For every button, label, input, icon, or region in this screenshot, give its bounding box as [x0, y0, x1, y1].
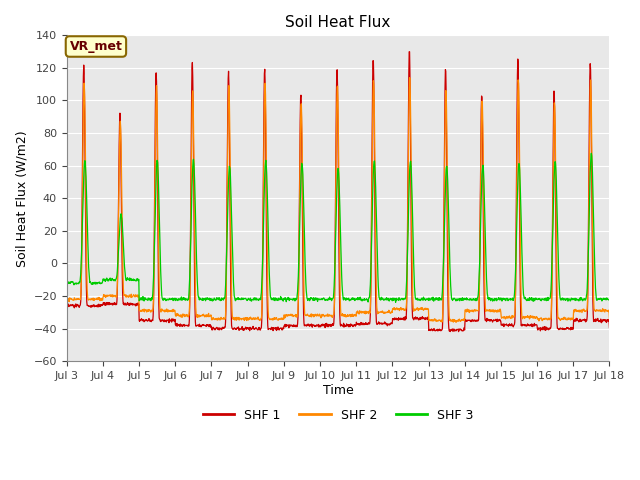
SHF 3 — [493, 297, 501, 302]
SHF 3 — [588, 150, 595, 156]
SHF 2 — [542, 316, 550, 322]
Title: Soil Heat Flux: Soil Heat Flux — [285, 15, 391, 30]
SHF 2 — [605, 316, 613, 322]
SHF 2 — [452, 319, 460, 325]
SHF 1 — [170, 317, 178, 323]
SHF 1 — [244, 325, 252, 331]
Y-axis label: Soil Heat Flux (W/m2): Soil Heat Flux (W/m2) — [15, 130, 28, 266]
SHF 2 — [244, 317, 252, 323]
SHF 3 — [63, 281, 70, 287]
SHF 3 — [605, 297, 613, 302]
SHF 3 — [392, 300, 399, 305]
SHF 2 — [184, 312, 191, 318]
X-axis label: Time: Time — [323, 384, 353, 396]
SHF 2 — [170, 308, 178, 313]
Line: SHF 3: SHF 3 — [67, 153, 609, 302]
SHF 3 — [541, 296, 549, 302]
SHF 1 — [494, 319, 502, 324]
SHF 3 — [244, 296, 252, 302]
SHF 1 — [455, 329, 463, 335]
SHF 1 — [422, 315, 430, 321]
SHF 1 — [184, 323, 191, 329]
SHF 2 — [63, 296, 70, 302]
Line: SHF 2: SHF 2 — [67, 78, 609, 322]
Line: SHF 1: SHF 1 — [67, 52, 609, 332]
SHF 1 — [63, 301, 70, 307]
SHF 2 — [422, 307, 430, 312]
SHF 1 — [406, 49, 413, 55]
SHF 3 — [184, 298, 191, 303]
SHF 1 — [605, 324, 613, 330]
Text: VR_met: VR_met — [70, 40, 122, 53]
Legend: SHF 1, SHF 2, SHF 3: SHF 1, SHF 2, SHF 3 — [198, 404, 478, 427]
SHF 2 — [494, 307, 502, 313]
SHF 1 — [542, 327, 550, 333]
SHF 3 — [422, 297, 430, 302]
SHF 2 — [406, 75, 413, 81]
SHF 3 — [170, 296, 178, 302]
